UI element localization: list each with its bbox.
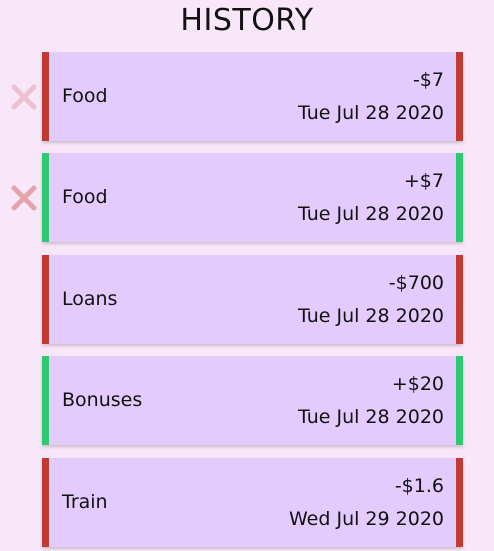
transaction-item[interactable]: Food +$7 Tue Jul 28 2020 — [42, 153, 463, 242]
transaction-amount: -$700 — [388, 272, 444, 294]
transaction-category: Food — [62, 85, 108, 107]
close-icon — [11, 84, 37, 110]
transaction-item[interactable]: Train -$1.6 Wed Jul 29 2020 — [42, 458, 463, 547]
transaction-amount: -$1.6 — [394, 475, 444, 497]
transaction-date: Tue Jul 28 2020 — [297, 305, 444, 327]
transaction-date: Tue Jul 28 2020 — [297, 203, 444, 225]
transaction-item[interactable]: Food -$7 Tue Jul 28 2020 — [42, 52, 463, 141]
delete-button-transaction-1[interactable] — [9, 183, 39, 213]
close-icon — [11, 185, 37, 211]
transaction-date: Tue Jul 28 2020 — [297, 102, 444, 124]
transaction-amount: +$7 — [403, 170, 444, 192]
transaction-amount: -$7 — [412, 69, 444, 91]
page-title: HISTORY — [180, 3, 314, 38]
transaction-date: Tue Jul 28 2020 — [297, 406, 444, 428]
transaction-category: Food — [62, 186, 108, 208]
transaction-category: Bonuses — [62, 389, 143, 411]
delete-button-transaction-0[interactable] — [9, 82, 39, 112]
transaction-item[interactable]: Loans -$700 Tue Jul 28 2020 — [42, 255, 463, 344]
transaction-category: Train — [62, 491, 108, 513]
transaction-category: Loans — [62, 288, 118, 310]
transaction-item[interactable]: Bonuses +$20 Tue Jul 28 2020 — [42, 356, 463, 445]
transaction-date: Wed Jul 29 2020 — [289, 508, 444, 530]
transaction-amount: +$20 — [391, 373, 444, 395]
